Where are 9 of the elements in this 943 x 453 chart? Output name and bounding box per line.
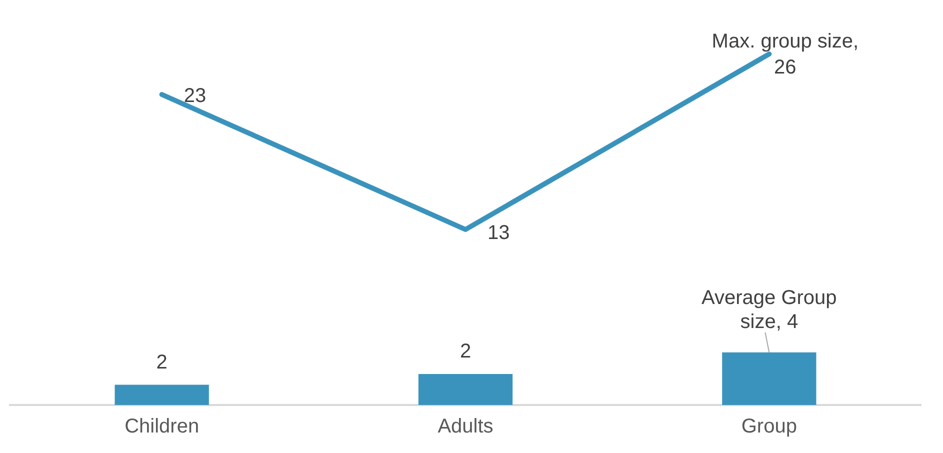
data-label: 2 [156,351,168,374]
data-label: 2 [460,340,472,362]
data-label: 23 [184,85,206,108]
x-tick-label: Adults [438,416,494,438]
data-label: Average Group size, 4 [702,286,837,333]
data-label: Max. group size, 26 [712,30,859,79]
data-label: 13 [488,222,510,244]
x-tick-label: Children [124,416,200,438]
x-tick-label: Group [741,416,797,438]
